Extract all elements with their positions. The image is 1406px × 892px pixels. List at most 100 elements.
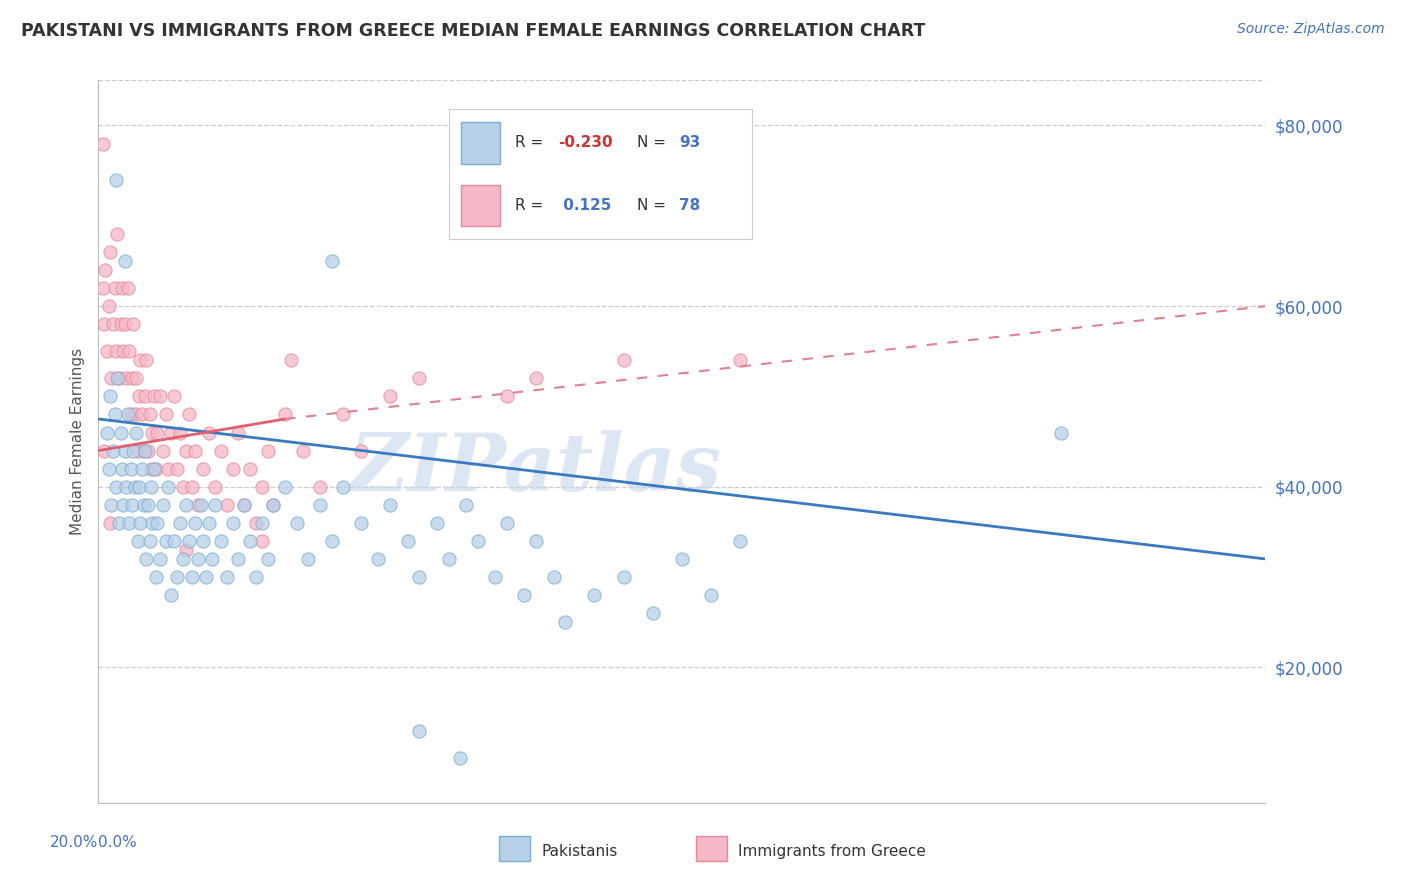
Point [187, 498, 209, 512]
Point [274, 480, 297, 494]
Point [155, 533, 177, 548]
Point [118, 344, 141, 359]
Point [169, 516, 191, 530]
Point [250, 516, 273, 530]
Point [177, 533, 200, 548]
Point [125, 425, 148, 440]
Point [228, 425, 250, 440]
Point [104, 281, 127, 295]
Point [583, 588, 606, 602]
Point [125, 371, 148, 385]
Point [101, 317, 124, 331]
Point [120, 408, 142, 422]
Point [139, 461, 162, 475]
Point [115, 371, 138, 385]
Point [122, 443, 145, 458]
Point [496, 389, 519, 403]
Text: 0.0%: 0.0% [98, 835, 138, 850]
Point [215, 570, 238, 584]
Point [209, 443, 232, 458]
Point [291, 443, 314, 458]
Point [183, 443, 205, 458]
Point [380, 498, 402, 512]
Point [209, 533, 232, 548]
Point [449, 750, 471, 764]
Point [239, 533, 262, 548]
Point [613, 353, 636, 368]
Point [157, 461, 180, 475]
Point [204, 498, 226, 512]
Point [467, 533, 489, 548]
Point [297, 552, 319, 566]
Point [332, 480, 354, 494]
Point [135, 552, 157, 566]
Point [129, 516, 152, 530]
Point [285, 516, 308, 530]
Point [93, 443, 115, 458]
Point [120, 461, 142, 475]
Point [484, 570, 506, 584]
Point [139, 480, 162, 494]
Point [101, 443, 124, 458]
Point [321, 253, 343, 268]
Text: ZIPatlas: ZIPatlas [350, 430, 723, 508]
Point [98, 244, 121, 259]
Point [513, 588, 536, 602]
Point [250, 533, 273, 548]
Y-axis label: Median Female Earnings: Median Female Earnings [69, 348, 84, 535]
Point [263, 498, 285, 512]
Point [91, 136, 114, 151]
Point [122, 317, 145, 331]
Text: Pakistanis: Pakistanis [541, 845, 617, 859]
Point [141, 425, 163, 440]
Point [239, 461, 262, 475]
Point [174, 498, 197, 512]
Point [131, 461, 153, 475]
Point [198, 425, 221, 440]
Point [157, 480, 180, 494]
Point [131, 408, 153, 422]
Point [114, 317, 136, 331]
Point [166, 461, 188, 475]
Point [613, 570, 636, 584]
Point [321, 533, 343, 548]
Point [367, 552, 389, 566]
Point [121, 498, 143, 512]
Point [98, 389, 121, 403]
Point [172, 480, 194, 494]
Text: Source: ZipAtlas.com: Source: ZipAtlas.com [1237, 22, 1385, 37]
Point [152, 443, 174, 458]
Point [641, 606, 664, 620]
Point [193, 533, 215, 548]
Point [408, 723, 430, 738]
Point [142, 389, 165, 403]
Point [180, 570, 202, 584]
Point [543, 570, 565, 584]
Point [108, 371, 131, 385]
Point [190, 498, 212, 512]
Point [132, 498, 155, 512]
Point [309, 480, 332, 494]
Point [118, 516, 141, 530]
Point [146, 516, 169, 530]
Point [204, 480, 226, 494]
Point [105, 227, 128, 241]
Point [350, 516, 373, 530]
Point [163, 389, 186, 403]
Point [524, 533, 547, 548]
Point [105, 371, 128, 385]
Point [309, 498, 332, 512]
Point [408, 371, 430, 385]
Point [111, 461, 134, 475]
Point [121, 371, 143, 385]
Point [152, 498, 174, 512]
Point [97, 299, 120, 313]
Point [98, 516, 121, 530]
Point [332, 408, 354, 422]
Point [180, 480, 202, 494]
Point [256, 443, 278, 458]
Point [396, 533, 419, 548]
Point [96, 425, 118, 440]
Point [166, 570, 188, 584]
Point [228, 552, 250, 566]
